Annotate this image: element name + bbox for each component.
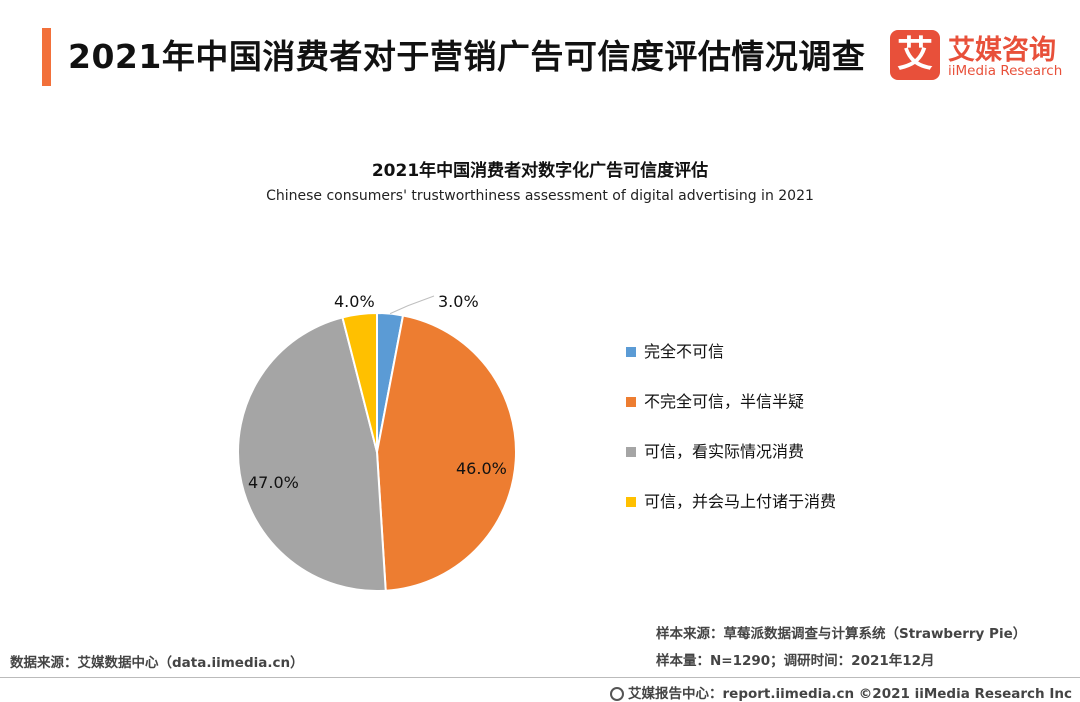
legend-swatch bbox=[626, 347, 636, 357]
legend-label: 可信，看实际情况消费 bbox=[644, 442, 805, 461]
globe-icon bbox=[610, 687, 624, 701]
pie-slice bbox=[237, 316, 387, 592]
legend-label: 完全不可信 bbox=[644, 342, 725, 361]
sample-source-note: 样本来源：草莓派数据调查与计算系统（Strawberry Pie） bbox=[656, 626, 1027, 642]
footer: 艾媒报告中心：report.iimedia.cn ©2021 iiMedia R… bbox=[610, 682, 1072, 702]
chart-title: 2021年中国消费者对数字化广告可信度评估 bbox=[371, 161, 709, 181]
leader-line bbox=[389, 295, 435, 315]
pie-slice bbox=[375, 314, 517, 592]
data-label: 46.0% bbox=[456, 459, 507, 478]
logo-name-cn: 艾媒咨询 bbox=[948, 35, 1056, 66]
logo-name-en: iiMedia Research bbox=[948, 63, 1063, 79]
data-source-note: 数据来源：艾媒数据中心（data.iimedia.cn） bbox=[10, 655, 304, 671]
title-accent-bar bbox=[42, 28, 51, 86]
data-label: 4.0% bbox=[334, 292, 375, 311]
legend-swatch bbox=[626, 497, 636, 507]
page-title: 2021年中国消费者对于营销广告可信度评估情况调查 bbox=[68, 37, 866, 76]
legend-swatch bbox=[626, 397, 636, 407]
sample-size-note: 样本量：N=1290；调研时间：2021年12月 bbox=[656, 653, 935, 669]
data-label: 47.0% bbox=[248, 473, 299, 492]
data-label: 3.0% bbox=[438, 292, 479, 311]
iimedia-logo: 艾 艾媒咨询 iiMedia Research bbox=[890, 30, 1070, 82]
legend-swatch bbox=[626, 447, 636, 457]
pie-slice bbox=[341, 311, 378, 453]
chart-subtitle: Chinese consumers' trustworthiness asses… bbox=[266, 188, 814, 204]
legend-label: 不完全可信，半信半疑 bbox=[644, 392, 805, 411]
logo-mark-icon: 艾 bbox=[890, 30, 940, 80]
footer-text: 艾媒报告中心：report.iimedia.cn ©2021 iiMedia R… bbox=[628, 686, 1072, 702]
footer-divider bbox=[0, 677, 1080, 678]
legend-label: 可信，并会马上付诸于消费 bbox=[644, 492, 837, 511]
